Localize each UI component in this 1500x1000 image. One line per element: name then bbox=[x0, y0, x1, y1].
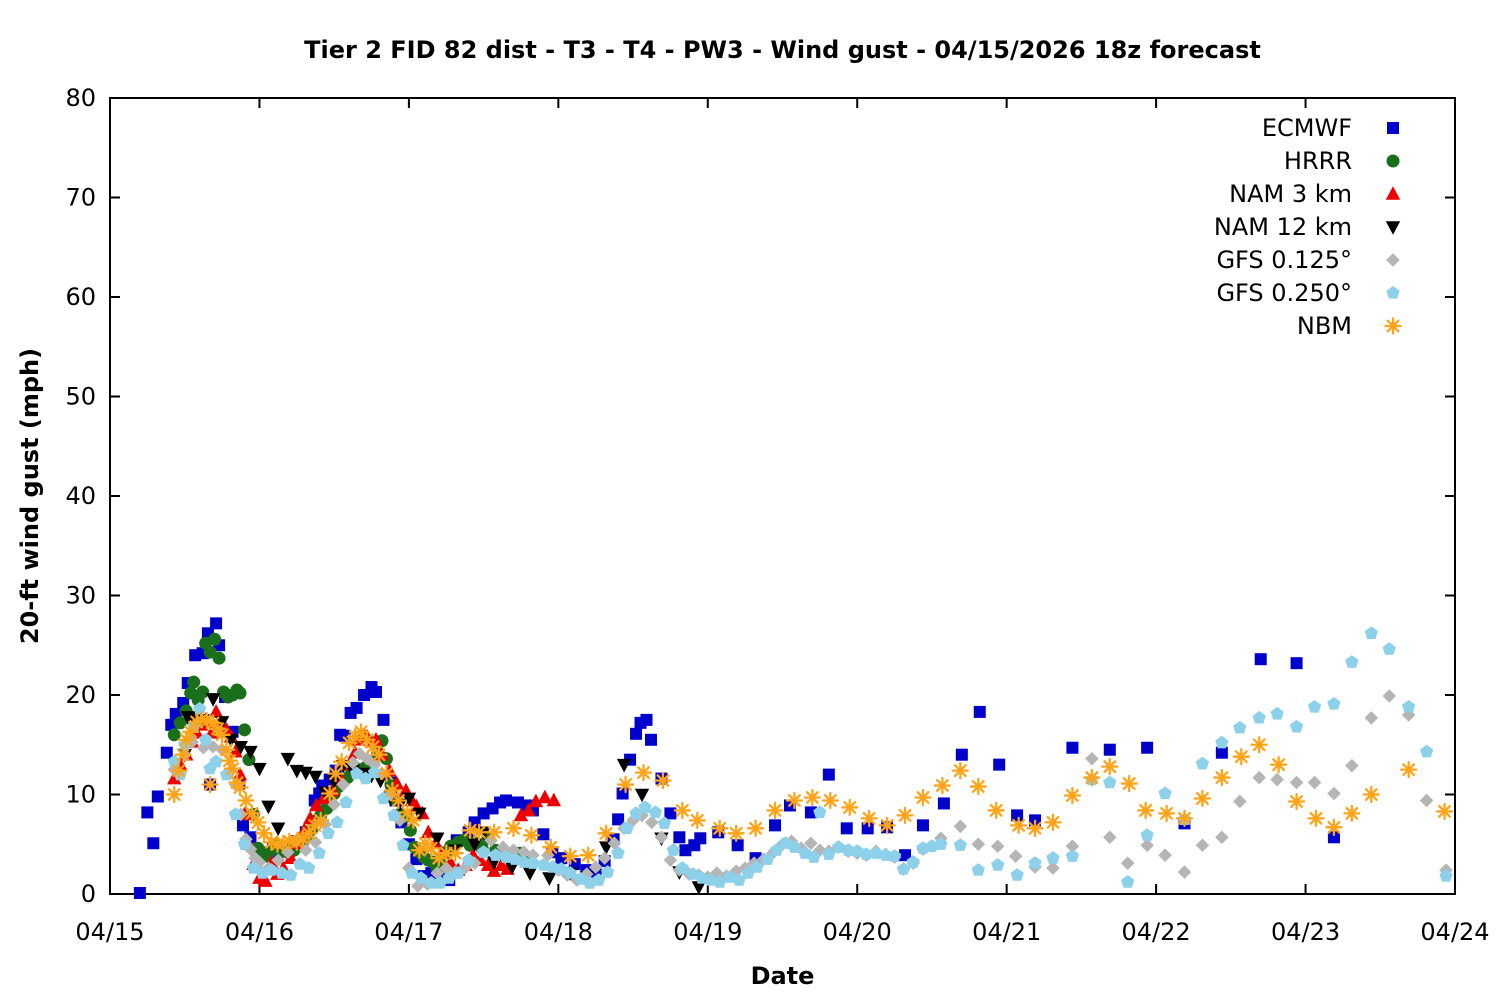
x-tick-label: 04/23 bbox=[1271, 918, 1340, 946]
legend-marker-diamond-icon bbox=[1386, 253, 1400, 267]
legend-marker-asterisk-icon bbox=[1384, 317, 1402, 335]
x-tick-label: 04/24 bbox=[1420, 918, 1489, 946]
x-axis-label: Date bbox=[750, 962, 815, 990]
legend-label: NAM 3 km bbox=[1229, 180, 1352, 208]
y-tick-label: 40 bbox=[65, 482, 96, 510]
x-tick-label: 04/15 bbox=[75, 918, 144, 946]
legend-label: GFS 0.125° bbox=[1216, 246, 1352, 274]
y-tick-label: 80 bbox=[65, 84, 96, 112]
legend-item-nbm: NBM bbox=[1297, 312, 1402, 340]
x-tick-label: 04/19 bbox=[673, 918, 742, 946]
legend-item-ecmwf: ECMWF bbox=[1262, 114, 1399, 142]
chart-title: Tier 2 FID 82 dist - T3 - T4 - PW3 - Win… bbox=[304, 36, 1261, 64]
y-axis-ticks: 0 10 20 30 40 50 60 70 80 bbox=[65, 84, 1455, 908]
x-tick-label: 04/17 bbox=[374, 918, 443, 946]
legend-item-nam-12-km: NAM 12 km bbox=[1214, 213, 1401, 241]
legend-label: HRRR bbox=[1284, 147, 1352, 175]
legend-label: NAM 12 km bbox=[1214, 213, 1352, 241]
legend-marker-square-icon bbox=[1387, 122, 1399, 134]
legend-item-nam-3-km: NAM 3 km bbox=[1229, 180, 1401, 208]
x-tick-label: 04/18 bbox=[524, 918, 593, 946]
legend-label: GFS 0.250° bbox=[1216, 279, 1352, 307]
legend-marker-circle-icon bbox=[1386, 154, 1400, 168]
y-tick-label: 10 bbox=[65, 781, 96, 809]
series-nbm bbox=[165, 711, 1454, 867]
legend-label: ECMWF bbox=[1262, 114, 1352, 142]
legend-item-gfs-0-250: GFS 0.250° bbox=[1216, 279, 1400, 307]
legend-marker-triangle-up-icon bbox=[1385, 186, 1401, 200]
legend-marker-pentagon-icon bbox=[1386, 286, 1400, 299]
y-tick-label: 50 bbox=[65, 383, 96, 411]
legend-item-gfs-0-125: GFS 0.125° bbox=[1216, 246, 1400, 274]
x-axis-ticks: 04/15 04/16 04/17 04/18 04/19 04/20 04/21 04/22… bbox=[75, 98, 1490, 946]
y-tick-label: 70 bbox=[65, 184, 96, 212]
chart-legend: ECMWF HRRR NAM 3 km NAM 12 km GFS 0.125° GFS … bbox=[1214, 114, 1402, 340]
y-tick-label: 60 bbox=[65, 283, 96, 311]
legend-item-hrrr: HRRR bbox=[1284, 147, 1400, 175]
y-tick-label: 20 bbox=[65, 681, 96, 709]
y-tick-label: 30 bbox=[65, 582, 96, 610]
y-tick-label: 0 bbox=[81, 880, 96, 908]
legend-label: NBM bbox=[1297, 312, 1352, 340]
x-tick-label: 04/16 bbox=[225, 918, 294, 946]
x-tick-label: 04/22 bbox=[1122, 918, 1191, 946]
x-tick-label: 04/20 bbox=[823, 918, 892, 946]
legend-marker-triangle-down-icon bbox=[1385, 221, 1401, 235]
x-tick-label: 04/21 bbox=[972, 918, 1041, 946]
